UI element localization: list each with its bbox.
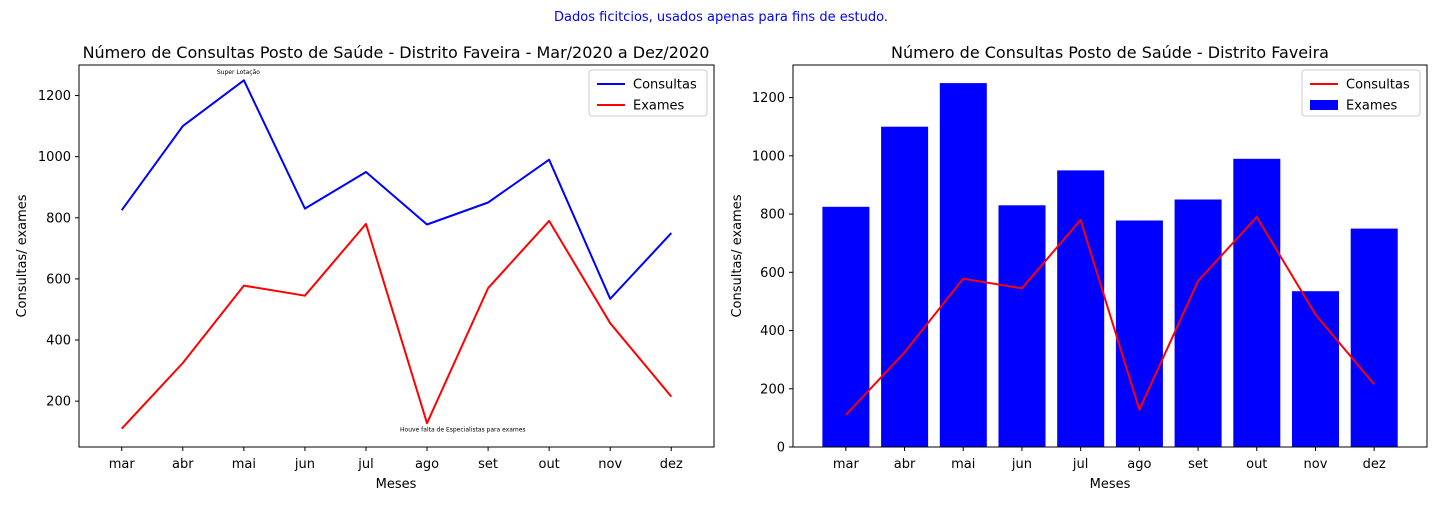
legend-label: Exames xyxy=(633,99,685,114)
x-tick-label: mai xyxy=(232,457,256,472)
bar-ago xyxy=(1115,220,1163,447)
bar-mai xyxy=(939,83,987,447)
bar-dez xyxy=(1350,228,1398,447)
line-chart-panel: Número de Consultas Posto de Saúde - Dis… xyxy=(15,43,715,492)
x-tick-label: ago xyxy=(415,457,439,472)
bar-nov xyxy=(1292,291,1339,447)
bar-chart-x-ticks: mar abr mai jun jul ago set out nov dez xyxy=(833,447,1386,472)
series-line-consultas xyxy=(120,79,673,300)
line-chart-y-axis-label: Consultas/ exames xyxy=(15,194,30,317)
bar-chart-bars-layer xyxy=(822,83,1398,448)
line-chart-x-axis-label: Meses xyxy=(376,477,417,492)
bar-chart-title: Número de Consultas Posto de Saúde - Dis… xyxy=(891,43,1329,62)
x-tick-label: mar xyxy=(833,457,860,472)
line-chart-annotations: Super Lotação Houve falta de Especialista… xyxy=(217,69,526,434)
series-line-exames xyxy=(120,219,673,430)
y-tick-label: 1200 xyxy=(752,91,785,106)
line-chart-title: Número de Consultas Posto de Saúde - Dis… xyxy=(83,43,710,62)
y-tick-label: 1000 xyxy=(38,150,71,165)
x-tick-label: abr xyxy=(172,457,194,472)
y-tick-label: 200 xyxy=(46,395,71,410)
y-tick-label: 0 xyxy=(777,441,785,456)
bar-chart-panel: Número de Consultas Posto de Saúde - Dis… xyxy=(730,43,1428,492)
x-tick-label: mar xyxy=(109,457,136,472)
y-tick-label: 800 xyxy=(760,208,785,223)
bar-mar xyxy=(822,206,870,447)
legend-label: Consultas xyxy=(633,78,697,93)
line-chart-y-ticks: 200 400 600 800 1000 1200 xyxy=(38,89,79,410)
line-chart-series-layer xyxy=(120,79,673,430)
x-tick-label: jun xyxy=(294,457,315,472)
annotation-label: Houve falta de Especialistas para exames xyxy=(400,427,526,434)
x-tick-label: jul xyxy=(357,457,373,472)
x-tick-label: nov xyxy=(1304,457,1328,472)
series-line-consultas xyxy=(845,216,1375,416)
bar-chart-y-axis-label: Consultas/ exames xyxy=(730,194,745,317)
legend-bar-swatch xyxy=(1310,100,1338,110)
x-tick-label: dez xyxy=(1363,457,1386,472)
legend-label: Consultas xyxy=(1346,78,1410,93)
legend-label: Exames xyxy=(1346,99,1398,114)
line-chart-x-ticks: mar abr mai jun jul ago set out nov dez xyxy=(109,447,683,472)
bar-jun xyxy=(998,205,1046,447)
annotation-label: Super Lotação xyxy=(217,69,260,76)
y-tick-label: 400 xyxy=(46,334,71,349)
bar-abr xyxy=(881,126,929,447)
x-tick-label: out xyxy=(1246,457,1267,472)
y-tick-label: 1000 xyxy=(752,149,785,164)
line-chart-legend: Consultas Exames xyxy=(588,69,708,117)
figure-suptitle: Dados ficitcios, usados apenas para fins… xyxy=(554,10,888,25)
y-tick-label: 400 xyxy=(760,324,785,339)
y-tick-label: 1200 xyxy=(38,89,71,104)
x-tick-label: jun xyxy=(1011,457,1032,472)
x-tick-label: set xyxy=(478,457,498,472)
x-tick-label: jul xyxy=(1072,457,1088,472)
bar-chart-plot-frame xyxy=(792,64,1428,448)
x-tick-label: ago xyxy=(1127,457,1151,472)
y-tick-label: 200 xyxy=(760,382,785,397)
x-tick-label: mai xyxy=(951,457,975,472)
x-tick-label: dez xyxy=(660,457,683,472)
bar-set xyxy=(1174,199,1222,447)
y-tick-label: 600 xyxy=(46,272,71,287)
x-tick-label: abr xyxy=(894,457,916,472)
x-tick-label: out xyxy=(538,457,559,472)
y-tick-label: 600 xyxy=(760,266,785,281)
bar-out xyxy=(1233,158,1281,448)
bar-chart-y-ticks: 0 200 400 600 800 1000 1200 xyxy=(752,91,793,456)
bar-chart-x-axis-label: Meses xyxy=(1090,477,1131,492)
x-tick-label: nov xyxy=(598,457,622,472)
y-tick-label: 800 xyxy=(46,211,71,226)
bar-jul xyxy=(1057,170,1105,447)
bar-chart-line-layer xyxy=(845,216,1375,416)
line-chart-plot-frame xyxy=(78,64,715,448)
x-tick-label: set xyxy=(1188,457,1208,472)
bar-chart-legend: Consultas Exames xyxy=(1301,69,1421,117)
